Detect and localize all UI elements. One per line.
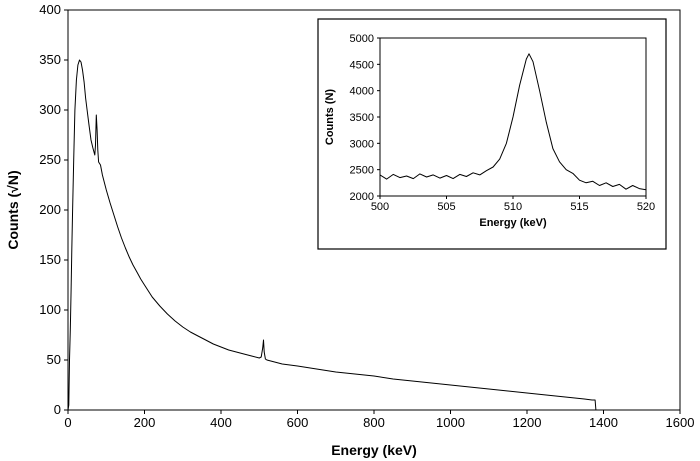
inset-y-tick-label: 5000 <box>350 33 374 45</box>
main-y-tick-label: 350 <box>39 52 61 67</box>
inset-series <box>379 53 647 191</box>
main-y-tick-label: 400 <box>39 2 61 17</box>
inset-x-tick-label: 500 <box>371 201 389 213</box>
inset-x-tick-label: 505 <box>437 201 455 213</box>
main-x-axis-label: Energy (keV) <box>331 442 417 458</box>
inset-y-tick-label: 4500 <box>350 59 374 71</box>
inset-x-tick-label: 520 <box>637 201 655 213</box>
main-x-tick-label: 600 <box>287 415 309 430</box>
inset-panel <box>317 18 667 250</box>
main-y-tick-label: 50 <box>47 352 61 367</box>
main-y-axis-label: Counts (√N) <box>5 170 21 249</box>
inset-series-line <box>379 53 647 191</box>
inset-y-axis-label: Counts (N) <box>324 89 336 146</box>
inset-x-tick-label: 515 <box>570 201 588 213</box>
inset-y-tick-label: 2000 <box>350 191 374 203</box>
inset-axes: 500 505 510 515 520 2000 2500 3000 3500 4000 4500 5… <box>350 33 656 213</box>
main-y-tick-label: 250 <box>39 152 61 167</box>
main-series-line <box>67 59 597 411</box>
main-y-tick-label: 100 <box>39 302 61 317</box>
main-x-tick-label: 200 <box>134 415 156 430</box>
inset-x-tick-label: 510 <box>504 201 522 213</box>
inset-y-tick-label: 3500 <box>350 112 374 124</box>
main-y-tick-label: 200 <box>39 202 61 217</box>
main-y-tick-label: 300 <box>39 102 61 117</box>
main-y-tick-label: 150 <box>39 252 61 267</box>
main-series <box>67 59 597 411</box>
main-y-tick-label: 0 <box>54 402 61 417</box>
main-x-tick-label: 1400 <box>589 415 618 430</box>
main-x-tick-label: 800 <box>363 415 385 430</box>
main-x-tick-label: 400 <box>210 415 232 430</box>
inset-y-tick-label: 4000 <box>350 86 374 98</box>
main-x-tick-label: 1200 <box>513 415 542 430</box>
inset-y-tick-label: 3000 <box>350 138 374 150</box>
inset-x-axis-label: Energy (keV) <box>479 217 547 229</box>
main-axes: 0 200 400 600 800 1000 1200 1400 1600 0 50 100 150 20… <box>39 2 694 430</box>
main-x-tick-label: 1000 <box>436 415 465 430</box>
inset-y-tick-label: 2500 <box>350 165 374 177</box>
main-x-tick-label: 1600 <box>666 415 695 430</box>
main-x-tick-label: 0 <box>64 415 71 430</box>
